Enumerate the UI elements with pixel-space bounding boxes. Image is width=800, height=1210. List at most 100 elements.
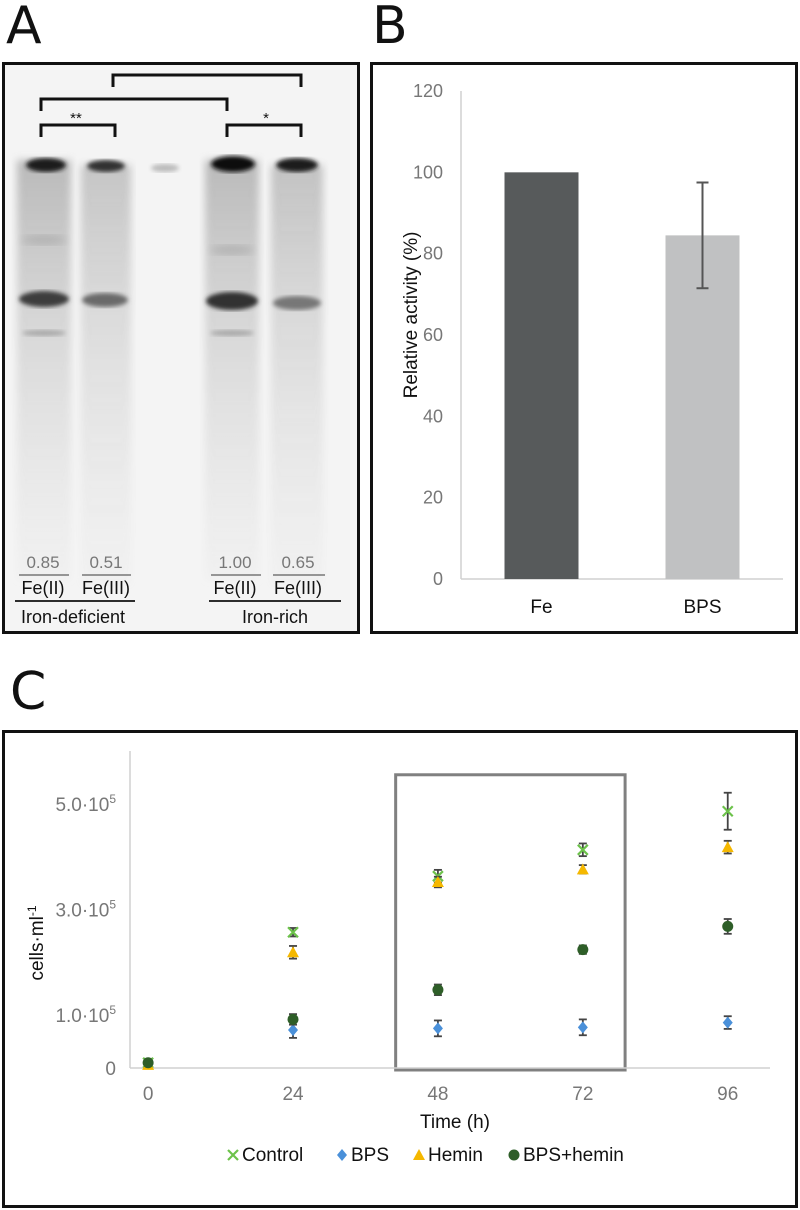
legend-item-bps-hemin: BPS+hemin [508,1145,624,1166]
legend-label: Hemin [428,1145,483,1166]
data-point [721,841,734,853]
legend-label: Control [242,1145,303,1166]
gel-lane-3 [205,160,259,580]
well-band-5 [276,158,318,172]
bar-bps [665,235,740,579]
group-label-iron-rich: Iron-rich [242,607,308,627]
x-stroke [577,844,589,856]
scatter-y-tick-label: 1.0·105 [55,1003,116,1027]
bar-y-tick-label: 80 [423,244,443,264]
well-band-3 [151,164,179,172]
legend-label: BPS [351,1145,389,1166]
panel-label-a: A [6,0,42,56]
data-point [577,1021,588,1034]
lane-label-1: Fe(II) [22,578,65,598]
data-point [577,944,589,956]
legend-marker [227,1149,239,1161]
bracket-outer [111,73,303,87]
growth-chart-panel: 0 1.0·105 3.0·105 5.0·105 0 24 48 72 96 Time (h… [2,730,798,1208]
product-band-2 [82,293,128,307]
bracket-left-group [39,97,229,111]
data-point [287,926,299,938]
bracket-iron-deficient [39,123,117,137]
bar-y-tick-label: 0 [433,569,443,589]
highlight-box [394,773,627,1072]
bar-chart-panel: 0 20 40 60 80 100 120 Fe BPS Relative activity … [370,62,798,634]
lane-label-3: Fe(II) [214,578,257,598]
gel-panel: ** * 0.85 0.51 1.00 0.65 Fe(II) Fe(III) … [2,62,360,634]
scatter-y-tick-label: 5.0·105 [55,792,116,816]
lane-value-4: 0.65 [281,553,314,572]
lane-value-3: 1.00 [218,553,251,572]
well-band-4 [211,156,255,172]
bar-y-tick-label: 100 [413,162,443,182]
scatter-x-tick-label: 96 [717,1084,738,1105]
gel-well-bands [26,156,318,172]
data-point [722,920,734,932]
legend-label: BPS+hemin [523,1145,624,1166]
bar-x-tick-label: Fe [530,597,552,618]
significance-single-star: * [263,110,269,127]
data-point [432,984,444,996]
product-band-4 [273,296,321,310]
bracket-iron-rich [225,123,303,137]
faint-band [22,235,66,245]
legend-marker [508,1149,520,1161]
x-stroke [721,805,734,818]
panel-label-c: C [10,662,47,722]
y-axis-label-exponent: -1 [25,905,39,916]
well-band-1 [26,158,66,172]
bar-y-tick-label: 60 [423,325,443,345]
faint-band [22,330,66,336]
legend-marker [413,1149,425,1160]
lane-label-4: Fe(III) [274,578,322,598]
growth-chart-y-axis-label: cells·ml-1 [25,905,48,980]
data-point [432,1022,443,1035]
legend-marker [337,1149,347,1161]
data-point [577,844,589,856]
data-point [287,946,300,958]
product-band-1 [19,291,69,307]
faint-band [210,330,254,336]
series-bps-hemin [142,918,734,1069]
bar-x-tick-label: BPS [683,597,721,618]
data-point [721,805,734,818]
data-point [287,1013,299,1025]
bar-fe [504,172,579,579]
significance-brackets [39,73,303,137]
data-point [722,1016,733,1029]
legend-item-control: Control [227,1145,303,1166]
lane-label-2: Fe(III) [82,578,130,598]
data-point [431,876,444,888]
scatter-x-tick-label: 24 [282,1084,304,1105]
error-bar-bps [696,181,709,290]
faint-band [210,245,254,255]
scatter-y-tick-label: 3.0·105 [55,898,116,922]
legend-item-bps: BPS [337,1145,389,1166]
bar-y-tick-label: 120 [413,81,443,101]
gel-lanes [17,160,323,585]
y-axis-label-base: cells·ml [27,916,48,980]
bar-y-tick-label: 40 [423,406,443,426]
well-band-2 [87,160,125,172]
bar-y-tick-label: 20 [423,488,443,508]
bar-chart-y-axis-label: Relative activity (%) [401,232,422,399]
growth-chart: 0 1.0·105 3.0·105 5.0·105 0 24 48 72 96 Time (h… [25,751,770,1166]
bar-chart: 0 20 40 60 80 100 120 Fe BPS Relative activity … [401,81,783,618]
data-point [142,1057,154,1069]
group-label-iron-deficient: Iron-deficient [21,607,125,627]
lane-value-1: 0.85 [26,553,59,572]
growth-chart-x-axis-label: Time (h) [420,1112,490,1133]
product-band-3 [206,292,258,310]
gel-lane-2 [81,165,131,585]
lane-value-2: 0.51 [89,553,122,572]
data-point [288,1023,299,1036]
scatter-x-tick-label: 72 [572,1084,593,1105]
gel-figure: ** * 0.85 0.51 1.00 0.65 Fe(II) Fe(III) … [5,65,357,631]
gel-product-bands [19,235,321,336]
scatter-x-tick-label: 48 [427,1084,448,1105]
significance-double-star: ** [70,110,82,127]
scatter-x-tick-label: 0 [143,1084,154,1105]
gel-lane-4 [271,165,323,585]
x-stroke [287,926,299,938]
